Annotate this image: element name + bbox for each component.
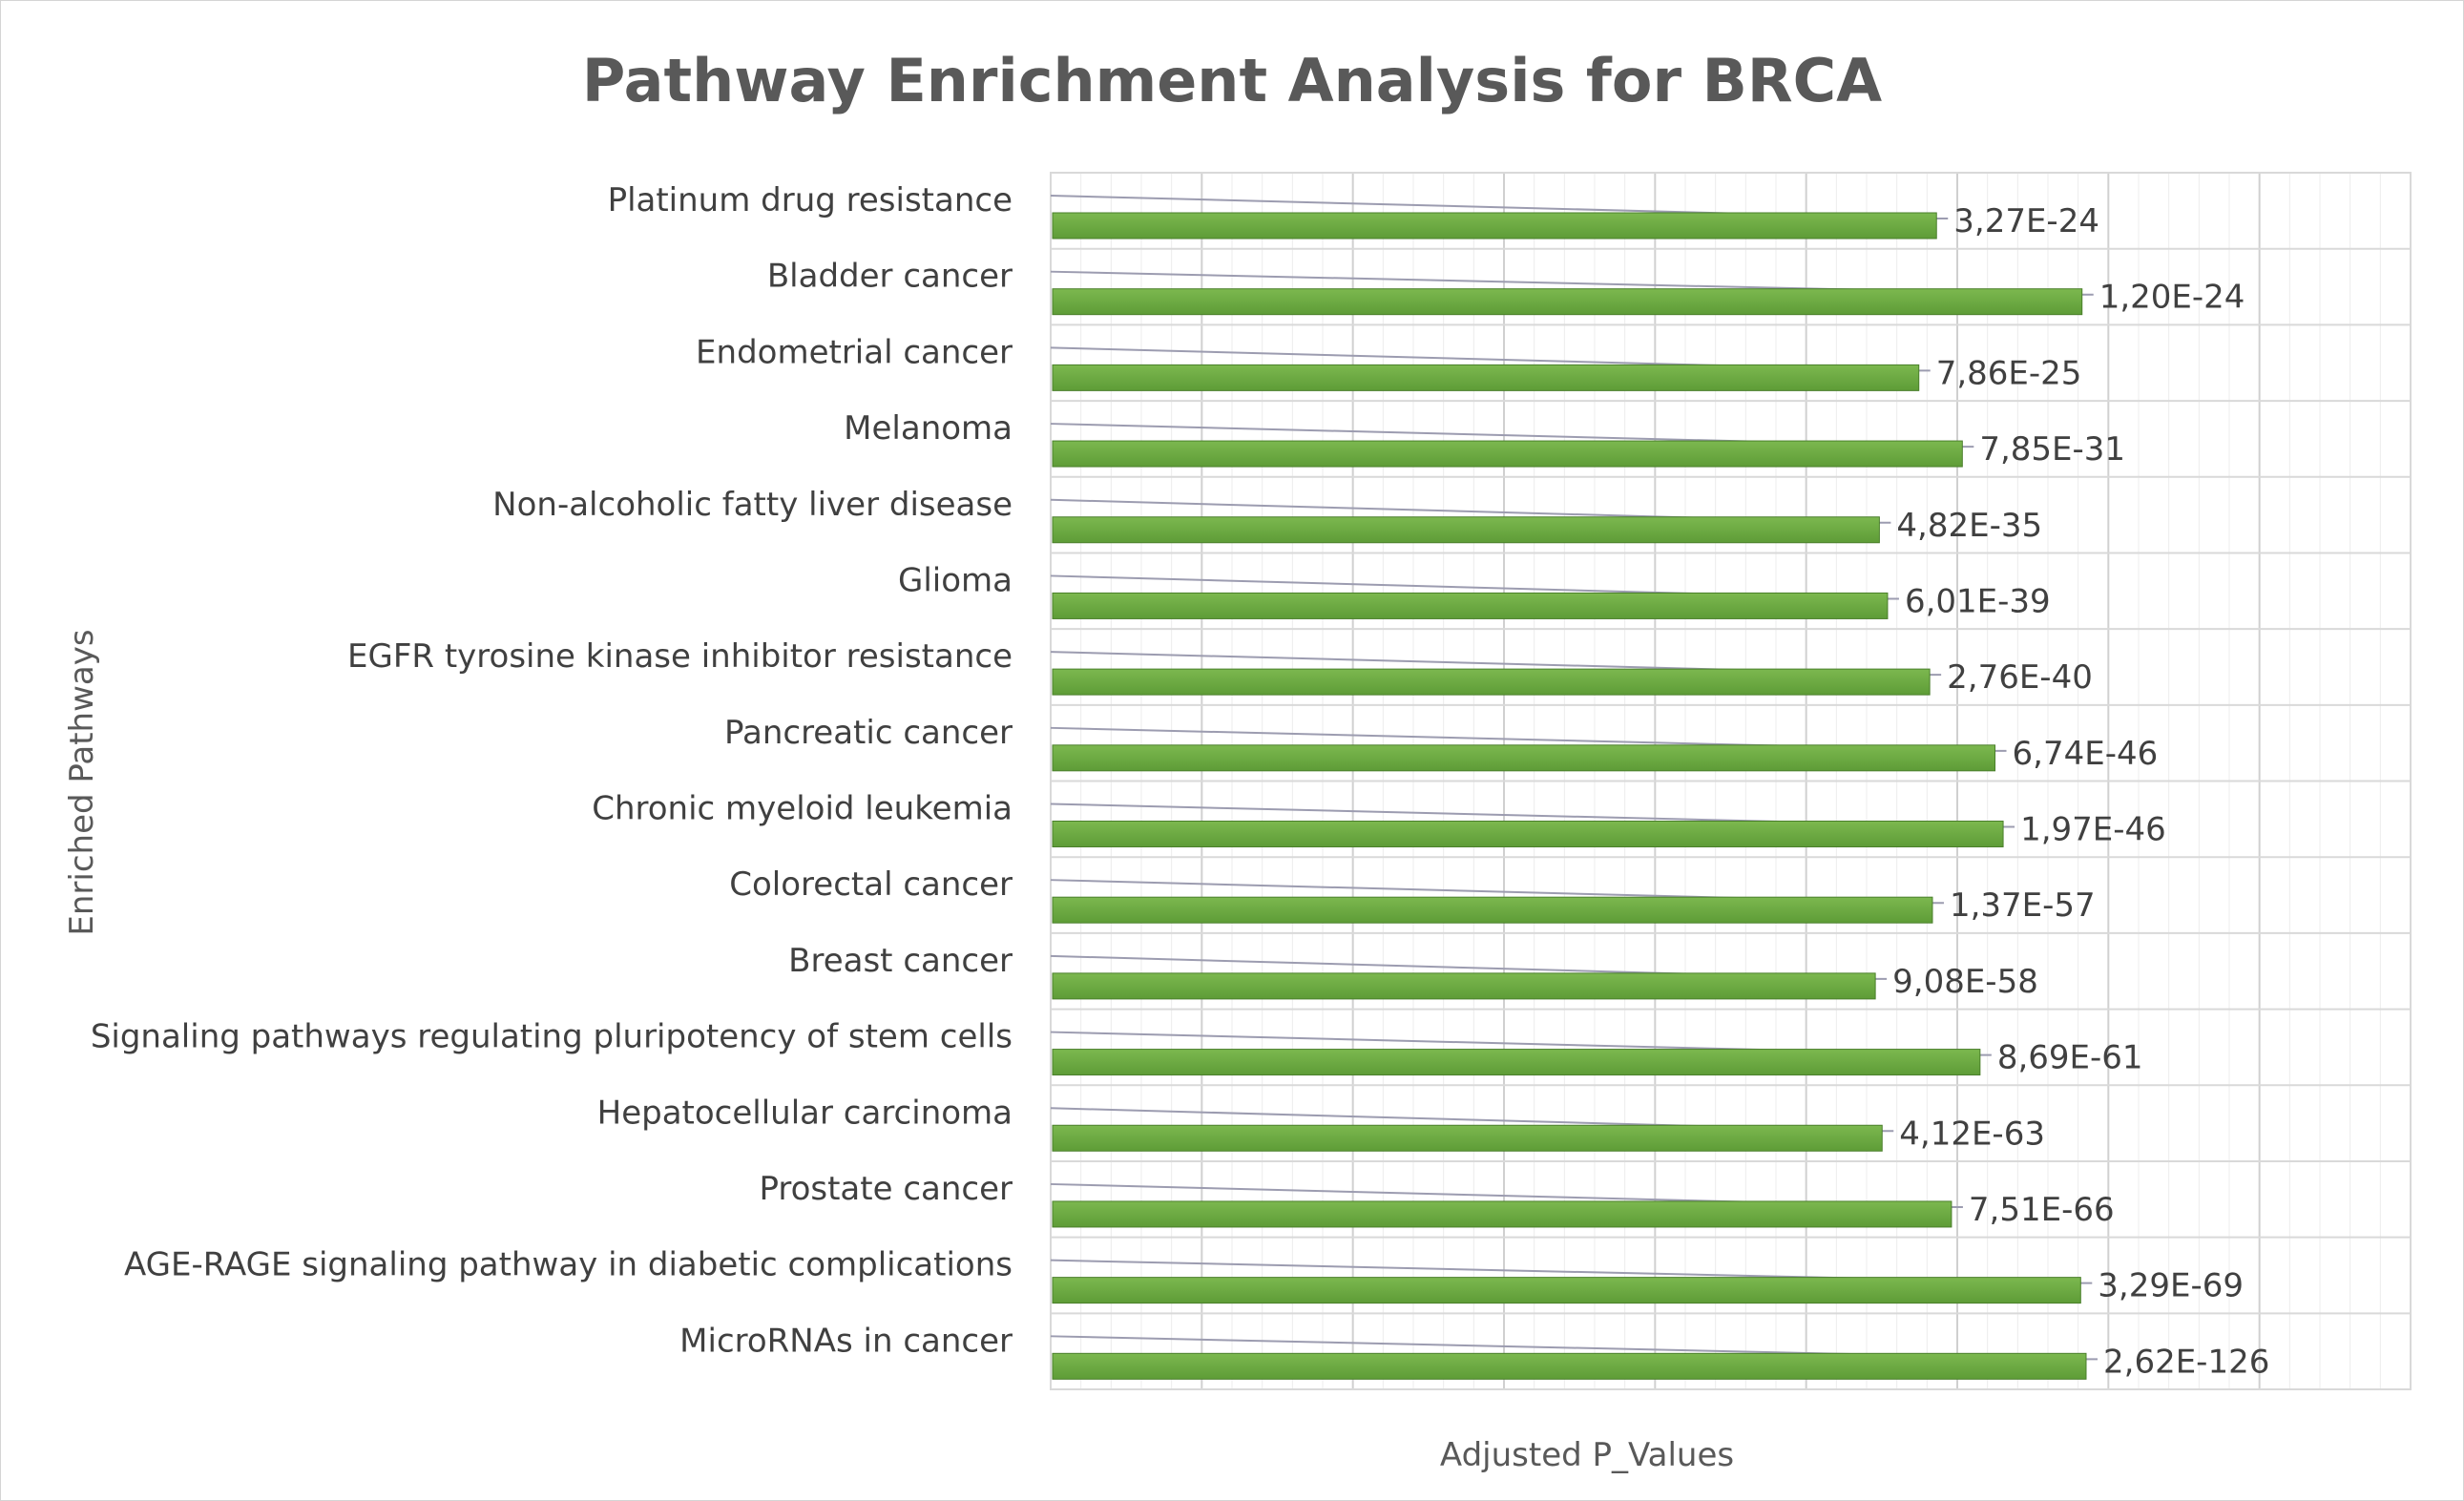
- bar: [1052, 821, 2004, 847]
- data-label: 7,85E-31: [1979, 430, 2125, 469]
- bar: [1052, 364, 1920, 391]
- y-axis-label: Enriched Pathways: [63, 629, 101, 935]
- bar: [1052, 668, 1931, 696]
- category-tick-label: Signaling pathways regulating pluripoten…: [91, 1018, 1013, 1056]
- bars-group: [1052, 212, 2087, 1380]
- category-tick-label: Non-alcoholic fatty liver disease: [492, 486, 1013, 524]
- bar: [1052, 1352, 2087, 1380]
- data-label: 6,01E-39: [1905, 582, 2051, 620]
- chart-title: Pathway Enrichment Analysis for BRCA: [582, 46, 1882, 115]
- bar: [1052, 972, 1876, 1000]
- bar: [1052, 1277, 2081, 1304]
- data-label: 9,08E-58: [1892, 963, 2038, 1001]
- data-label: 8,69E-61: [1997, 1039, 2143, 1077]
- category-tick-label: Glioma: [898, 561, 1013, 599]
- bar: [1052, 440, 1963, 468]
- bar: [1052, 1200, 1952, 1228]
- category-labels: Platinum drug resistance Bladder cancer En…: [91, 181, 1013, 1360]
- plot-area-border: [1050, 172, 2412, 1390]
- bar: [1052, 1124, 1883, 1152]
- bar: [1052, 1049, 1981, 1076]
- data-label: 2,62E-126: [2103, 1343, 2269, 1381]
- category-tick-label: Endometrial cancer: [696, 333, 1013, 371]
- data-label: 6,74E-46: [2013, 735, 2159, 773]
- bar: [1052, 288, 2083, 316]
- category-tick-label: Prostate cancer: [759, 1170, 1013, 1208]
- category-tick-label: Breast cancer: [788, 942, 1013, 980]
- category-tick-label: Hepatocellular carcinoma: [597, 1094, 1013, 1132]
- category-tick-label: Colorectal cancer: [729, 865, 1013, 904]
- data-label: 4,12E-63: [1899, 1115, 2045, 1153]
- value-labels: 3,27E-24 1,20E-24 7,86E-25 7,85E-31 4,82E-35…: [1892, 202, 2269, 1381]
- category-tick-label: AGE-RAGE signaling pathway in diabetic c…: [124, 1246, 1013, 1284]
- bar: [1052, 744, 1996, 772]
- bar: [1052, 516, 1880, 544]
- category-tick-label: Chronic myeloid leukemia: [592, 790, 1013, 828]
- category-tick-label: Melanoma: [844, 409, 1013, 448]
- data-label: 1,37E-57: [1950, 886, 2096, 925]
- bar: [1052, 212, 1937, 240]
- category-tick-label: MicroRNAs in cancer: [679, 1322, 1013, 1360]
- x-axis-label: Adjusted P_Values: [1440, 1436, 1734, 1474]
- data-label: 4,82E-35: [1896, 507, 2042, 545]
- category-tick-label: Platinum drug resistance: [608, 181, 1013, 219]
- data-label: 1,20E-24: [2099, 279, 2245, 317]
- data-label: 3,27E-24: [1953, 202, 2099, 240]
- category-tick-label: Pancreatic cancer: [724, 714, 1013, 752]
- bar: [1052, 592, 1889, 619]
- data-label: 7,86E-25: [1936, 354, 2082, 392]
- data-label: 1,97E-46: [2020, 811, 2166, 849]
- data-label: 2,76E-40: [1947, 658, 2093, 697]
- data-label: 7,51E-66: [1969, 1191, 2115, 1229]
- data-label: 3,29E-69: [2098, 1267, 2244, 1305]
- category-tick-label: EGFR tyrosine kinase inhibitor resistanc…: [347, 637, 1013, 676]
- category-tick-label: Bladder cancer: [767, 258, 1013, 296]
- bar: [1052, 896, 1933, 924]
